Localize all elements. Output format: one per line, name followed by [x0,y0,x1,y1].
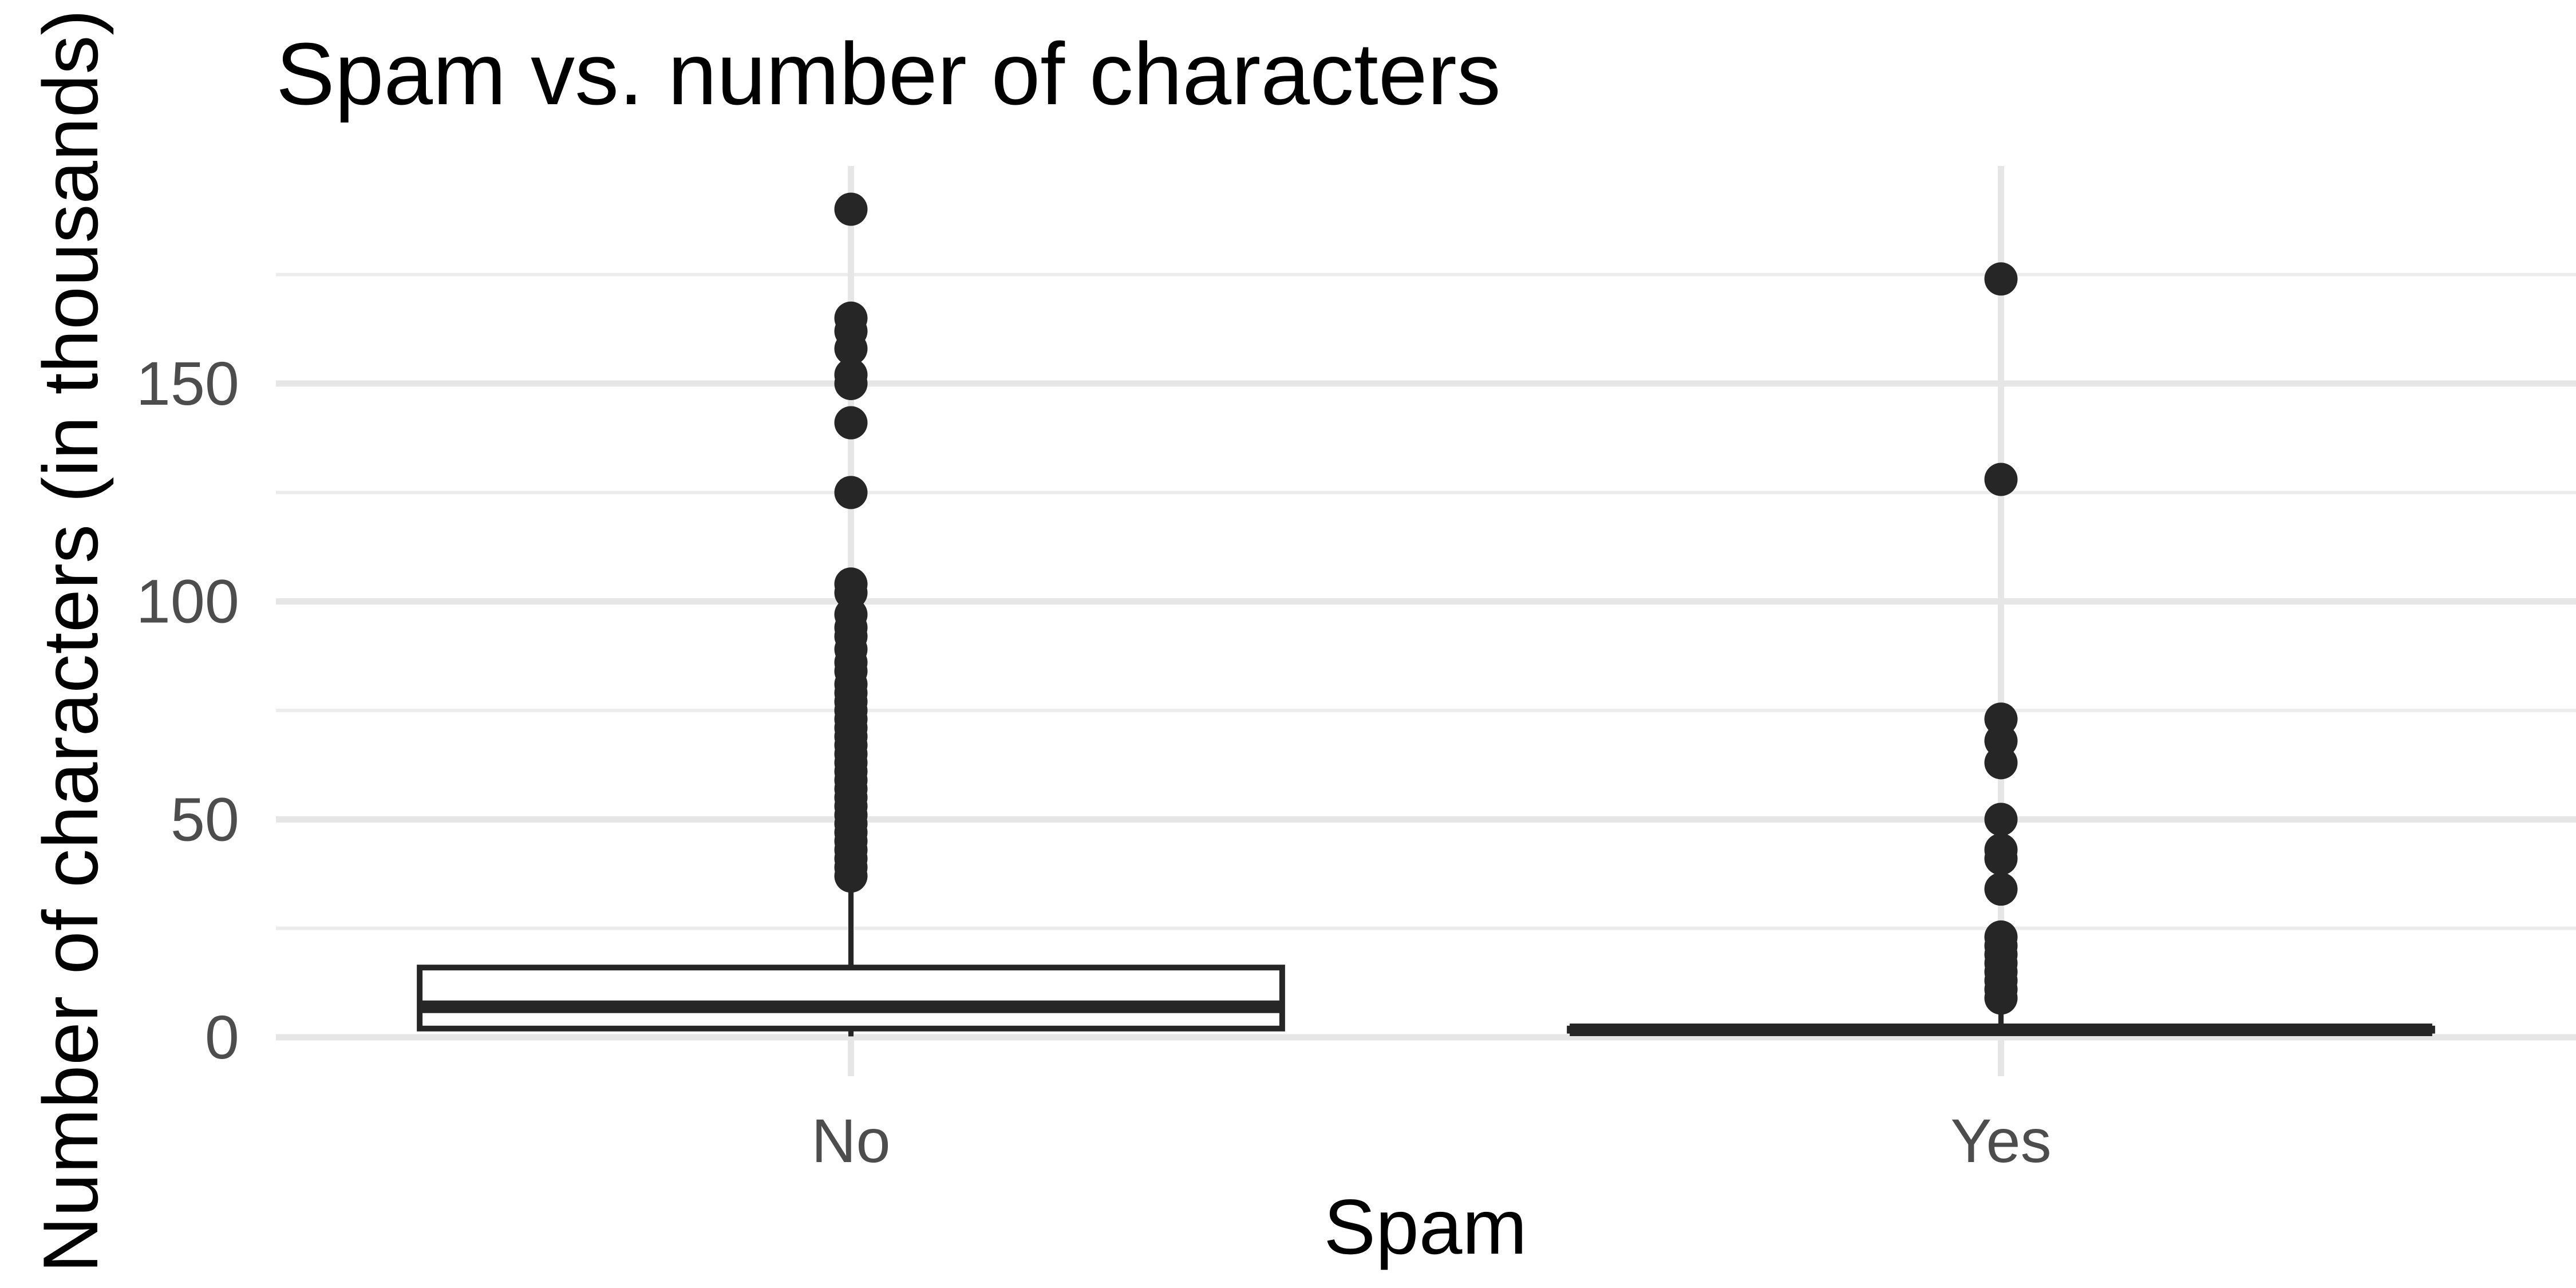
y-tick-label: 150 [136,349,239,418]
outlier-point [1984,841,2018,875]
y-tick-label: 50 [171,784,239,854]
outlier-layer [834,192,2018,1015]
box-layer [417,880,2435,1037]
outlier-point [1984,872,2018,906]
outlier-point [834,332,868,366]
y-tick-labels: 0 50 100 150 [136,349,239,1072]
outlier-point [834,476,868,509]
outlier-point [1984,463,2018,496]
outlier-point [834,406,868,440]
outlier-point [834,367,868,400]
y-tick-label: 100 [136,567,239,636]
outlier-point [1984,981,2018,1015]
box-no [417,880,1285,1037]
box-iqr [417,965,1285,1032]
x-tick-label: Yes [1950,1106,2051,1175]
y-axis-title: Number of characters (in thousands) [27,9,114,1273]
outlier-point [1984,746,2018,780]
x-tick-label: No [811,1106,890,1175]
outlier-point [834,859,868,893]
grid-layer [276,166,2576,1076]
x-axis-title: Spam [1323,1183,1527,1270]
outlier-point [1984,803,2018,836]
outlier-point [834,192,868,226]
chart-title: Spam vs. number of characters [276,25,1501,123]
y-tick-label: 0 [205,1002,239,1072]
x-tick-labels: No Yes [811,1106,2051,1175]
outlier-point [1984,262,2018,296]
